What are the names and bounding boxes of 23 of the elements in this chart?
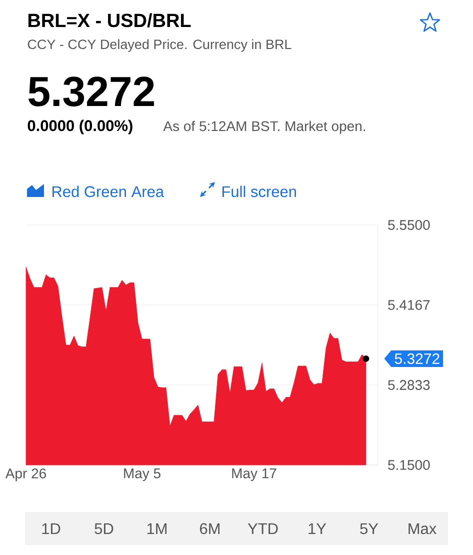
text: 5.3272 (28, 76, 154, 106)
text: YTD (248, 523, 278, 534)
x-tick-label: May 17 (232, 468, 276, 482)
text: 1D (42, 523, 60, 534)
chart-subtitle: CCY - CCY Delayed Price. Currency in BRL (28, 39, 292, 52)
text: 5D (94, 523, 114, 534)
text: 1M (147, 523, 166, 534)
chart-title: BRL=X - USD/BRL (28, 13, 191, 28)
x-tick-label: May 5 (124, 468, 160, 482)
text: As of 5:12AM BST. Market open. (163, 120, 365, 134)
text: Red Green Area (52, 186, 164, 198)
y-tick-label: 5.5500 (388, 220, 430, 230)
text: Max (408, 523, 436, 534)
text: 5.3272 (394, 353, 440, 364)
y-tick-label: 5.1500 (388, 460, 430, 470)
y-tick-label: 5.4167 (388, 300, 430, 310)
text: 1Y (308, 523, 326, 534)
text: 0.0000 (0.00%) (28, 120, 132, 134)
text: Full screen (222, 186, 296, 198)
x-tick-label: Apr 26 (5, 468, 46, 482)
text: 5Y (360, 523, 378, 534)
text: 6M (200, 523, 220, 534)
y-tick-label: 5.2833 (388, 380, 430, 390)
